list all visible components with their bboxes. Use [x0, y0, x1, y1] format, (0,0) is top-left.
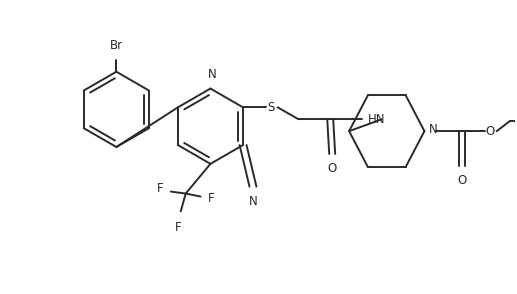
- Text: N: N: [430, 123, 438, 136]
- Text: O: O: [485, 125, 494, 138]
- Text: O: O: [458, 174, 467, 187]
- Text: F: F: [157, 182, 164, 195]
- Text: HN: HN: [368, 113, 385, 126]
- Text: O: O: [328, 162, 337, 175]
- Text: Br: Br: [110, 39, 123, 52]
- Text: N: N: [249, 195, 257, 208]
- Text: F: F: [174, 221, 181, 234]
- Text: S: S: [267, 101, 275, 114]
- Text: N: N: [208, 68, 217, 81]
- Text: F: F: [207, 192, 214, 205]
